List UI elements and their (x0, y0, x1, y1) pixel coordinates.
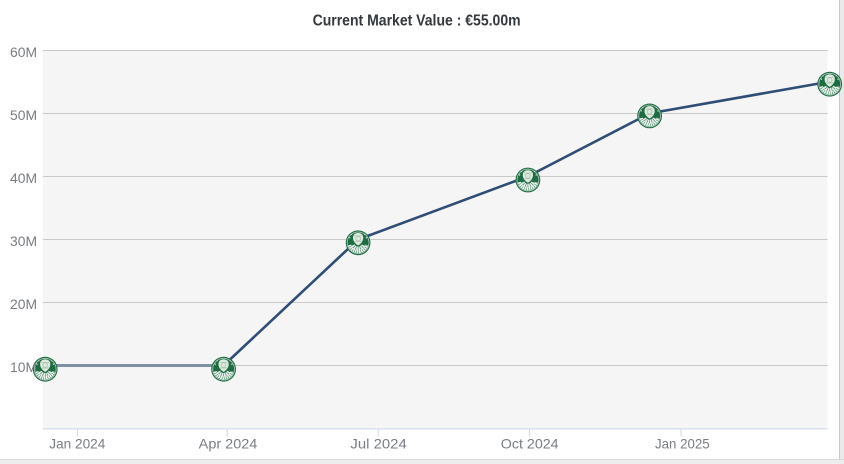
svg-text:Jan 2024: Jan 2024 (49, 436, 105, 452)
svg-text:60M: 60M (10, 44, 37, 60)
svg-text:Current Market Value : €55.00m: Current Market Value : €55.00m (313, 12, 521, 29)
svg-text:40M: 40M (10, 170, 37, 186)
svg-text:Jan 2025: Jan 2025 (655, 436, 710, 452)
svg-text:10M: 10M (10, 359, 37, 375)
svg-text:30M: 30M (10, 233, 37, 249)
svg-text:Oct 2024: Oct 2024 (501, 436, 559, 452)
svg-text:20M: 20M (10, 296, 37, 312)
svg-text:Apr 2024: Apr 2024 (199, 436, 258, 452)
svg-text:50M: 50M (10, 107, 37, 123)
svg-text:Jul 2024: Jul 2024 (350, 436, 407, 452)
